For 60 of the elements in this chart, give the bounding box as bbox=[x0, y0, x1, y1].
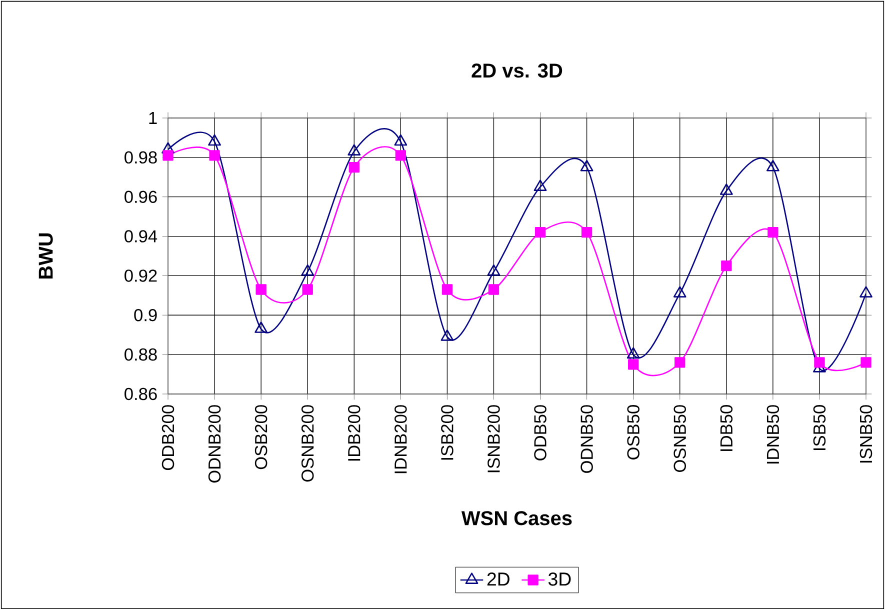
x-tick-label: OSNB200 bbox=[301, 405, 314, 482]
point bbox=[768, 227, 778, 238]
legend-label: 3D bbox=[548, 572, 571, 586]
point bbox=[720, 184, 733, 195]
x-tick-label: ODB200 bbox=[162, 405, 174, 470]
x-axis-title: WSN Cases bbox=[461, 511, 572, 526]
point bbox=[766, 160, 780, 172]
x-tick-label: ODNB200 bbox=[208, 405, 221, 483]
y-tick-label: 0.96 bbox=[124, 190, 157, 203]
point bbox=[348, 144, 361, 156]
y-tick-label: 0.92 bbox=[124, 270, 157, 282]
chart-title: 2D vs. 3D bbox=[472, 63, 562, 78]
x-tick-label: OSNB50 bbox=[674, 405, 686, 472]
y-tick-label: 0.9 bbox=[134, 308, 157, 322]
point bbox=[162, 142, 174, 154]
point bbox=[394, 134, 408, 146]
point bbox=[626, 347, 640, 359]
point bbox=[721, 260, 732, 272]
point bbox=[209, 150, 220, 161]
x-tick-label: ODB50 bbox=[534, 405, 546, 460]
point bbox=[488, 284, 500, 295]
x-tick-label: IDNB200 bbox=[394, 405, 407, 474]
point bbox=[256, 284, 266, 295]
point bbox=[860, 286, 872, 298]
x-tick-label: ODNB50 bbox=[580, 405, 593, 473]
x-tick-label: IDB200 bbox=[348, 405, 360, 461]
point bbox=[534, 180, 547, 191]
point bbox=[674, 357, 686, 368]
point bbox=[254, 322, 268, 333]
point bbox=[487, 264, 500, 276]
point bbox=[860, 357, 872, 368]
point bbox=[581, 227, 592, 238]
legend-label: 2D bbox=[487, 572, 510, 586]
point bbox=[348, 162, 360, 173]
y-tick-label: 1 bbox=[149, 112, 157, 124]
point bbox=[301, 264, 314, 276]
y-tick-label: 0.88 bbox=[124, 348, 157, 361]
y-tick-label: 0.98 bbox=[124, 151, 157, 164]
point bbox=[580, 160, 594, 172]
point bbox=[673, 286, 686, 298]
point bbox=[442, 284, 453, 295]
point bbox=[628, 359, 639, 370]
x-tick-label: IDNB50 bbox=[766, 405, 780, 464]
y-tick-label: 0.94 bbox=[124, 230, 158, 242]
x-tick-label: ISNB200 bbox=[488, 405, 500, 472]
point bbox=[534, 227, 546, 238]
x-tick-label: OSB50 bbox=[627, 405, 640, 460]
point bbox=[302, 284, 313, 295]
point bbox=[814, 357, 825, 368]
x-tick-label: ISB200 bbox=[441, 405, 454, 460]
x-tick-label: ISNB50 bbox=[860, 405, 872, 463]
x-tick-label: ISB50 bbox=[813, 405, 826, 450]
point bbox=[162, 150, 174, 161]
point bbox=[208, 134, 221, 146]
x-tick-label: IDB50 bbox=[720, 405, 733, 451]
y-axis-title: BWU bbox=[38, 233, 53, 279]
x-tick-label: OSB200 bbox=[254, 405, 268, 470]
y-tick-label: 0.86 bbox=[124, 388, 157, 400]
point bbox=[440, 329, 454, 341]
point bbox=[395, 150, 406, 161]
